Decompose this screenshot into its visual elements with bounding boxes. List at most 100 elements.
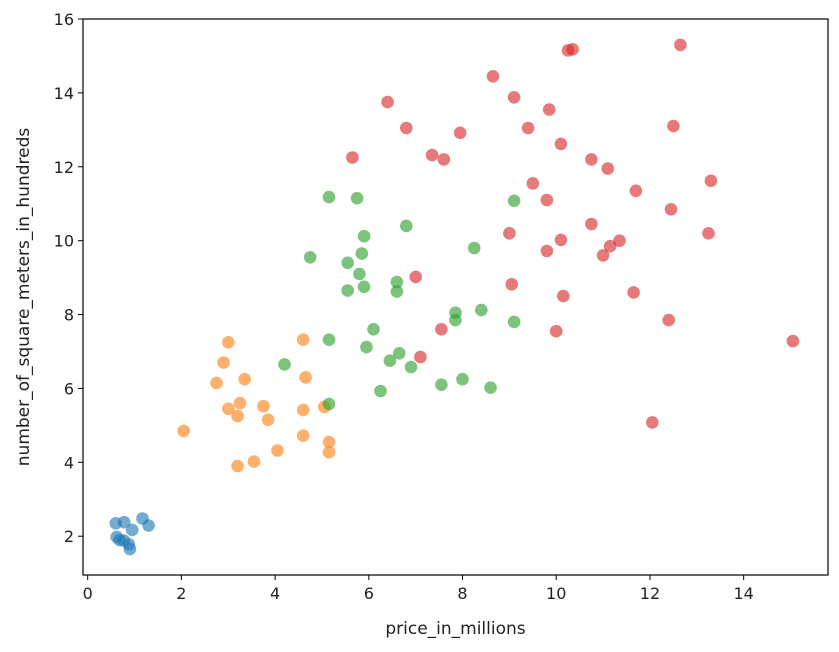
x-tick-label: 12 — [640, 584, 660, 603]
scatter-point-series-2 — [299, 371, 312, 384]
scatter-point-series-3 — [303, 250, 317, 264]
scatter-point-series-4 — [526, 177, 540, 190]
scatter-point-series-2 — [238, 372, 251, 386]
scatter-point-series-1 — [117, 515, 131, 529]
scatter-point-series-4 — [554, 137, 568, 151]
scatter-point-series-3 — [353, 267, 366, 281]
scatter-point-series-3 — [400, 219, 413, 233]
y-tick-label: 12 — [54, 158, 74, 177]
scatter-point-series-4 — [542, 103, 556, 116]
y-tick-label: 16 — [54, 10, 74, 29]
scatter-point-series-2 — [322, 435, 336, 449]
scatter-point-series-4 — [704, 174, 718, 188]
y-axis-label: number_of_square_meters_in_hundreds — [14, 128, 34, 467]
scatter-point-series-4 — [646, 416, 659, 429]
scatter-point-series-4 — [414, 350, 427, 364]
scatter-point-series-3 — [390, 275, 404, 289]
scatter-point-series-2 — [296, 403, 310, 417]
ticks-layer: 0 2 4 6 8 10 12 14 2 4 6 8 10 12 14 16 — [54, 10, 754, 603]
points-layer — [109, 38, 800, 556]
scatter-point-series-4 — [702, 227, 715, 240]
scatter-point-series-4 — [601, 162, 615, 175]
scatter-point-series-4 — [557, 289, 570, 303]
scatter-point-series-4 — [667, 119, 680, 133]
y-tick-label: 2 — [64, 527, 74, 546]
scatter-point-series-4 — [381, 95, 394, 109]
scatter-point-series-4 — [486, 70, 500, 83]
y-tick-label: 10 — [54, 232, 74, 251]
scatter-point-series-3 — [449, 313, 462, 327]
scatter-point-series-4 — [549, 324, 563, 338]
scatter-point-series-3 — [507, 315, 521, 329]
scatter-point-series-3 — [383, 354, 397, 368]
scatter-point-series-3 — [322, 190, 336, 204]
scatter-point-series-3 — [393, 347, 406, 360]
x-tick-label: 0 — [83, 584, 93, 603]
scatter-point-series-3 — [484, 381, 497, 395]
scatter-point-series-2 — [210, 376, 223, 390]
scatter-point-series-3 — [341, 284, 355, 297]
scatter-point-series-4 — [566, 43, 579, 56]
scatter-point-series-2 — [247, 455, 261, 468]
scatter-point-series-3 — [475, 303, 488, 317]
scatter-point-series-4 — [786, 334, 800, 348]
scatter-point-series-4 — [425, 148, 439, 162]
scatter-point-series-3 — [322, 333, 336, 347]
x-tick-label: 2 — [176, 584, 186, 603]
scatter-point-series-2 — [296, 333, 310, 347]
scatter-point-series-3 — [357, 280, 371, 294]
scatter-point-series-3 — [456, 372, 469, 386]
scatter-point-series-4 — [521, 121, 535, 135]
scatter-point-series-2 — [217, 356, 230, 369]
scatter-point-series-4 — [437, 153, 451, 166]
scatter-point-series-4 — [435, 323, 448, 336]
scatter-point-series-4 — [540, 193, 554, 207]
scatter-point-series-4 — [627, 286, 640, 299]
scatter-point-series-4 — [674, 38, 687, 52]
scatter-point-series-3 — [360, 340, 373, 354]
scatter-point-series-2 — [271, 444, 284, 457]
scatter-point-series-4 — [507, 91, 521, 104]
scatter-point-series-2 — [222, 402, 235, 416]
scatter-point-series-4 — [629, 184, 643, 198]
y-tick-label: 14 — [54, 84, 74, 103]
x-tick-label: 6 — [364, 584, 374, 603]
x-axis-label: price_in_millions — [385, 619, 525, 639]
x-tick-label: 14 — [733, 584, 753, 603]
y-tick-label: 6 — [64, 379, 74, 398]
scatter-point-series-2 — [257, 399, 270, 413]
scatter-point-series-3 — [390, 285, 404, 298]
scatter-point-series-4 — [540, 244, 554, 258]
scatter-point-series-4 — [453, 126, 467, 140]
scatter-point-series-3 — [467, 241, 481, 255]
y-tick-label: 4 — [64, 453, 74, 472]
scatter-point-series-2 — [233, 396, 247, 410]
y-tick-label: 8 — [64, 306, 74, 325]
scatter-point-series-3 — [322, 397, 336, 411]
scatter-point-series-3 — [341, 256, 355, 270]
scatter-point-series-2 — [261, 413, 275, 427]
scatter-point-series-2 — [231, 459, 244, 473]
scatter-point-series-1 — [123, 542, 137, 556]
x-tick-label: 8 — [457, 584, 467, 603]
scatter-point-series-3 — [367, 323, 380, 336]
scatter-point-series-3 — [374, 384, 387, 398]
scatter-point-series-4 — [613, 234, 626, 247]
scatter-point-series-3 — [357, 229, 371, 243]
scatter-point-series-2 — [177, 424, 190, 438]
scatter-point-series-4 — [346, 151, 359, 164]
scatter-point-series-3 — [355, 247, 369, 260]
scatter-point-series-3 — [350, 191, 364, 205]
scatter-point-series-1 — [142, 519, 155, 532]
scatter-point-series-4 — [554, 233, 568, 247]
scatter-point-series-3 — [278, 358, 291, 371]
scatter-point-series-4 — [400, 121, 413, 135]
scatter-point-series-3 — [435, 378, 448, 392]
scatter-point-series-4 — [503, 227, 516, 240]
plot-frame — [82, 18, 829, 576]
scatter-point-series-4 — [585, 153, 598, 166]
scatter-point-series-2 — [322, 446, 336, 459]
scatter-point-series-2 — [231, 409, 244, 423]
